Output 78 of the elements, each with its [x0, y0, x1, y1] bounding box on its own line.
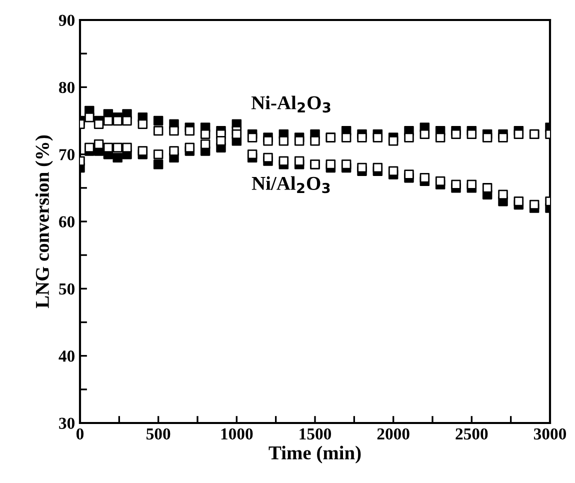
- point: [153, 160, 164, 170]
- point: [138, 146, 148, 156]
- point: [435, 176, 446, 186]
- x-tick-label: 3000: [534, 428, 566, 440]
- point: [294, 156, 304, 166]
- y-tick-label: 40: [58, 350, 75, 362]
- point: [482, 132, 492, 142]
- x-tick-label: 2000: [377, 428, 410, 440]
- point: [310, 136, 320, 146]
- point: [122, 142, 132, 152]
- point: [84, 142, 94, 152]
- point: [263, 136, 273, 146]
- point: [420, 129, 430, 140]
- point: [451, 180, 461, 190]
- point: [388, 166, 398, 176]
- point: [153, 126, 164, 136]
- point: [529, 200, 540, 210]
- point: [278, 136, 289, 146]
- x-tick-label: 1000: [221, 428, 253, 440]
- point: [326, 160, 336, 170]
- y-tick-label: 70: [59, 149, 75, 160]
- point: [466, 180, 477, 190]
- y-tick-label: 60: [59, 216, 75, 228]
- point: [94, 139, 104, 150]
- point: [404, 132, 414, 142]
- point: [112, 152, 122, 163]
- point: [169, 146, 179, 156]
- point: [498, 190, 508, 200]
- point: [112, 116, 122, 126]
- annotation: Ni/Al$_{2}$O$_{3}$: [252, 176, 330, 194]
- x-tick-label: 0: [76, 428, 84, 440]
- point: [184, 126, 195, 136]
- point: [103, 116, 114, 126]
- annotation: Ni-Al$_{2}$O$_{3}$: [251, 96, 330, 113]
- point: [514, 129, 524, 140]
- point: [341, 132, 352, 142]
- point: [357, 132, 367, 142]
- point: [84, 112, 94, 122]
- point: [122, 116, 132, 126]
- x-axis-title: Time (min): [268, 446, 361, 464]
- point: [451, 129, 461, 140]
- point: [216, 136, 226, 146]
- point: [435, 132, 446, 142]
- x-tick-label: 500: [146, 428, 170, 440]
- point: [372, 162, 383, 173]
- point: [466, 129, 477, 140]
- point: [169, 126, 179, 136]
- y-tick-label: 30: [59, 418, 75, 429]
- point: [482, 183, 492, 193]
- point: [263, 152, 273, 163]
- point: [372, 132, 383, 142]
- point: [200, 129, 210, 140]
- point: [103, 142, 114, 152]
- point: [94, 119, 104, 129]
- y-tick-label: 80: [59, 82, 75, 94]
- point: [278, 156, 289, 166]
- x-tick-label: 1500: [300, 428, 332, 440]
- y-tick-label: 90: [58, 14, 75, 26]
- point: [420, 172, 430, 183]
- point: [247, 132, 258, 142]
- point: [498, 132, 508, 142]
- y-axis-title: LNG conversion (%): [35, 135, 53, 308]
- y-tick-label: 50: [59, 283, 75, 295]
- point: [294, 136, 304, 146]
- point: [200, 139, 210, 150]
- point: [514, 196, 524, 206]
- point: [388, 136, 398, 146]
- point: [112, 142, 122, 152]
- point: [153, 116, 164, 126]
- point: [341, 160, 352, 170]
- point: [357, 162, 367, 173]
- point: [232, 129, 242, 140]
- point: [247, 149, 258, 160]
- point: [184, 142, 195, 152]
- x-tick-label: 2500: [456, 428, 488, 440]
- point: [404, 170, 414, 180]
- point: [153, 149, 164, 160]
- point: [138, 119, 148, 129]
